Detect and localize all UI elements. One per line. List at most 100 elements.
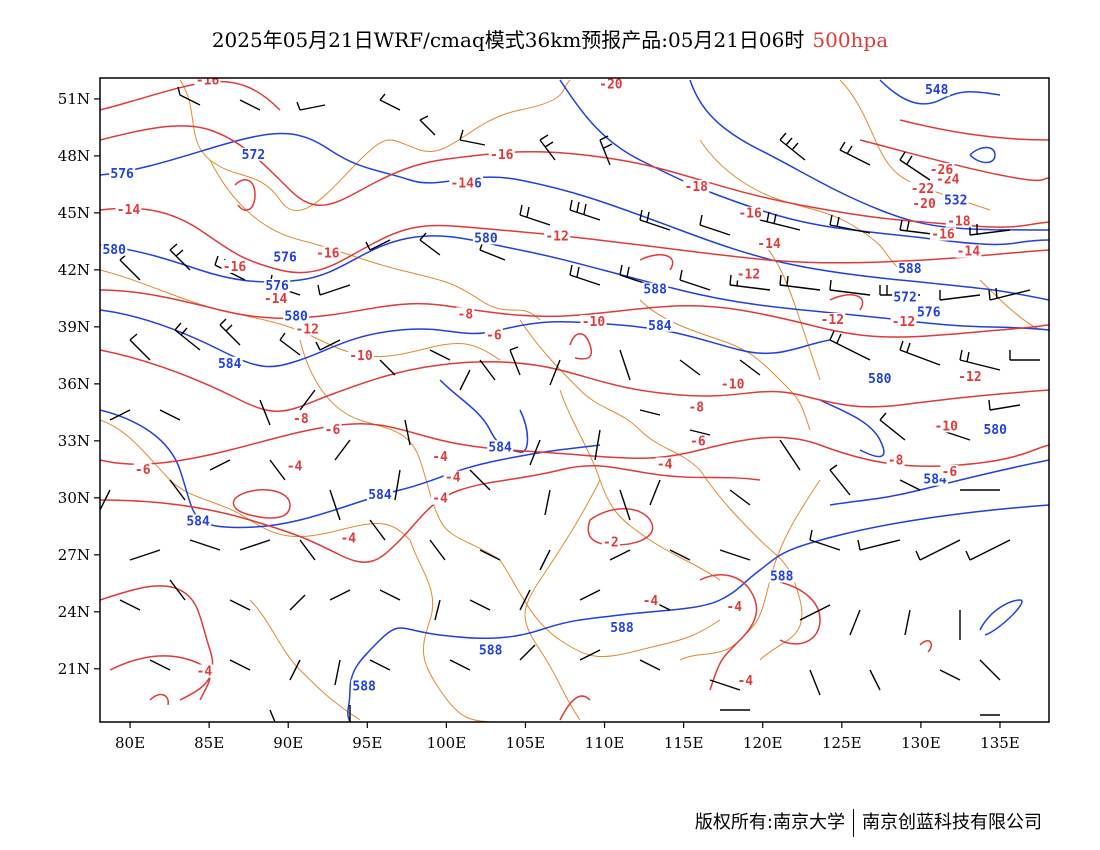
geopotential-label: 580: [868, 372, 892, 387]
temperature-label-bg: [930, 227, 957, 241]
temperature-labels: -16 -20-16-14-14-18-16-12-16-16-14-12-10-…: [115, 74, 983, 689]
temperature-label-bg: [484, 328, 503, 342]
temperature-label: -14: [450, 176, 474, 191]
temperature-label: -10: [349, 349, 373, 364]
temperature-label-bg: [756, 237, 783, 251]
temperature-label: -4: [197, 665, 213, 680]
temperature-label-bg: [294, 322, 321, 336]
geopotential-label: 584: [648, 319, 672, 334]
temperature-label: -8: [688, 400, 704, 415]
geopotential-label: 572: [242, 148, 265, 163]
temperature-label: -10: [934, 419, 958, 434]
temperature-label-bg: [683, 180, 710, 194]
geopotential-contours: [100, 79, 1049, 722]
lon-tick-label: 110E: [585, 734, 625, 752]
temperature-label: -16: [490, 148, 514, 163]
latitude-axis: 51N 48N 45N 42N 39N 36N 33N 30N 27N 24N 21N: [58, 90, 100, 678]
lon-tick-label: 105E: [506, 734, 546, 752]
geopotential-labels: 5485725765765805805765765805885845845845…: [101, 83, 1009, 695]
temperature-label: -14: [117, 203, 141, 218]
lat-tick-label: 33N: [58, 432, 90, 450]
temperature-label: -8: [293, 412, 309, 427]
lon-tick-label: 85E: [194, 734, 224, 752]
temperature-label-bg: [819, 313, 846, 327]
temperature-label-bg: [719, 377, 746, 391]
temperature-label: -16: [196, 74, 220, 89]
temperature-label: -8: [458, 307, 474, 322]
geopotential-label-bg: [351, 679, 378, 693]
lat-tick-label: 36N: [58, 375, 90, 393]
geopotential-label-bg: [472, 231, 499, 245]
temperature-label-bg: [955, 244, 982, 258]
temperature-label: -12: [821, 313, 844, 328]
lat-tick-label: 48N: [58, 147, 90, 165]
geopotential-label: 576: [265, 279, 289, 294]
temperature-label-bg: [431, 491, 450, 505]
longitude-axis: 80E 85E 90E 95E 100E 105E 110E 115E 120E 125E 130E…: [115, 722, 1020, 752]
temperature-label: -6: [942, 465, 958, 480]
geopotential-label: 572: [893, 290, 916, 305]
temperature-label: -4: [657, 457, 673, 472]
geopotential-label: 588: [770, 570, 794, 585]
temperature-label: -14: [757, 237, 781, 252]
lat-tick-label: 45N: [58, 204, 90, 222]
lat-tick-label: 39N: [58, 318, 90, 336]
geopotential-label: 588: [610, 621, 634, 636]
temperature-label: -4: [737, 674, 753, 689]
temperature-label: -18: [947, 214, 971, 229]
temperature-label-bg: [339, 531, 358, 545]
temperature-label-bg: [580, 314, 607, 328]
temperature-label-bg: [940, 465, 959, 479]
temperature-label: -4: [340, 532, 356, 547]
temperature-label: -24: [936, 172, 960, 187]
temperature-label-bg: [544, 229, 571, 243]
footer-separator: [853, 809, 854, 837]
geopotential-label: 580: [983, 423, 1007, 438]
temperature-label-bg: [736, 674, 755, 688]
geopotential-label: 576: [110, 167, 134, 182]
temperature-label: -20: [912, 197, 936, 212]
lon-tick-label: 95E: [352, 734, 382, 752]
temperature-label-bg: [347, 349, 374, 363]
temperature-label-bg: [314, 246, 341, 260]
temperature-label: -6: [486, 328, 502, 343]
lon-tick-label: 90E: [273, 734, 303, 752]
temperature-label-bg: [655, 457, 674, 471]
temperature-label: -16: [738, 207, 762, 222]
temperature-label-bg: [909, 181, 936, 195]
temperature-label: -10: [582, 315, 606, 330]
temperature-label-bg: [221, 259, 248, 273]
geopotential-label: 584: [186, 514, 210, 529]
temperature-label-bg: [597, 78, 624, 91]
geopotential-label-bg: [477, 643, 504, 657]
geopotential-label-bg: [768, 569, 795, 583]
geopotential-label: 580: [102, 243, 126, 258]
temperature-label-bg: [890, 314, 917, 328]
temperature-label: -6: [325, 423, 341, 438]
geopotential-label-bg: [642, 282, 669, 296]
temperature-label-bg: [443, 470, 462, 484]
lat-tick-label: 24N: [58, 603, 90, 621]
temperature-label-bg: [735, 267, 762, 281]
map-title: 2025年05月21日WRF/cmaq模式36km预报产品:05月21日06时 5…: [0, 24, 1100, 53]
temperature-label-bg: [133, 463, 152, 477]
temperature-label: -4: [432, 450, 448, 465]
lon-tick-label: 125E: [822, 734, 862, 752]
temperature-label: -12: [737, 267, 760, 282]
temperature-label-bg: [262, 292, 289, 306]
temperature-label-bg: [488, 147, 515, 161]
lon-tick-label: 100E: [427, 734, 467, 752]
geopotential-label-bg: [982, 423, 1009, 437]
copyright-left: 版权所有:南京大学: [694, 812, 845, 833]
temperature-label: -14: [957, 245, 981, 260]
geopotential-label-bg: [240, 147, 267, 161]
lon-tick-label: 130E: [901, 734, 941, 752]
temperature-label: -6: [690, 435, 706, 450]
geopotential-label: 580: [284, 309, 308, 324]
geopotential-label: 548: [925, 83, 949, 98]
temperature-label: -12: [958, 370, 981, 385]
temperature-label: -26: [930, 163, 954, 178]
geopotential-label-bg: [101, 242, 128, 256]
geopotential-label: 588: [898, 262, 922, 277]
